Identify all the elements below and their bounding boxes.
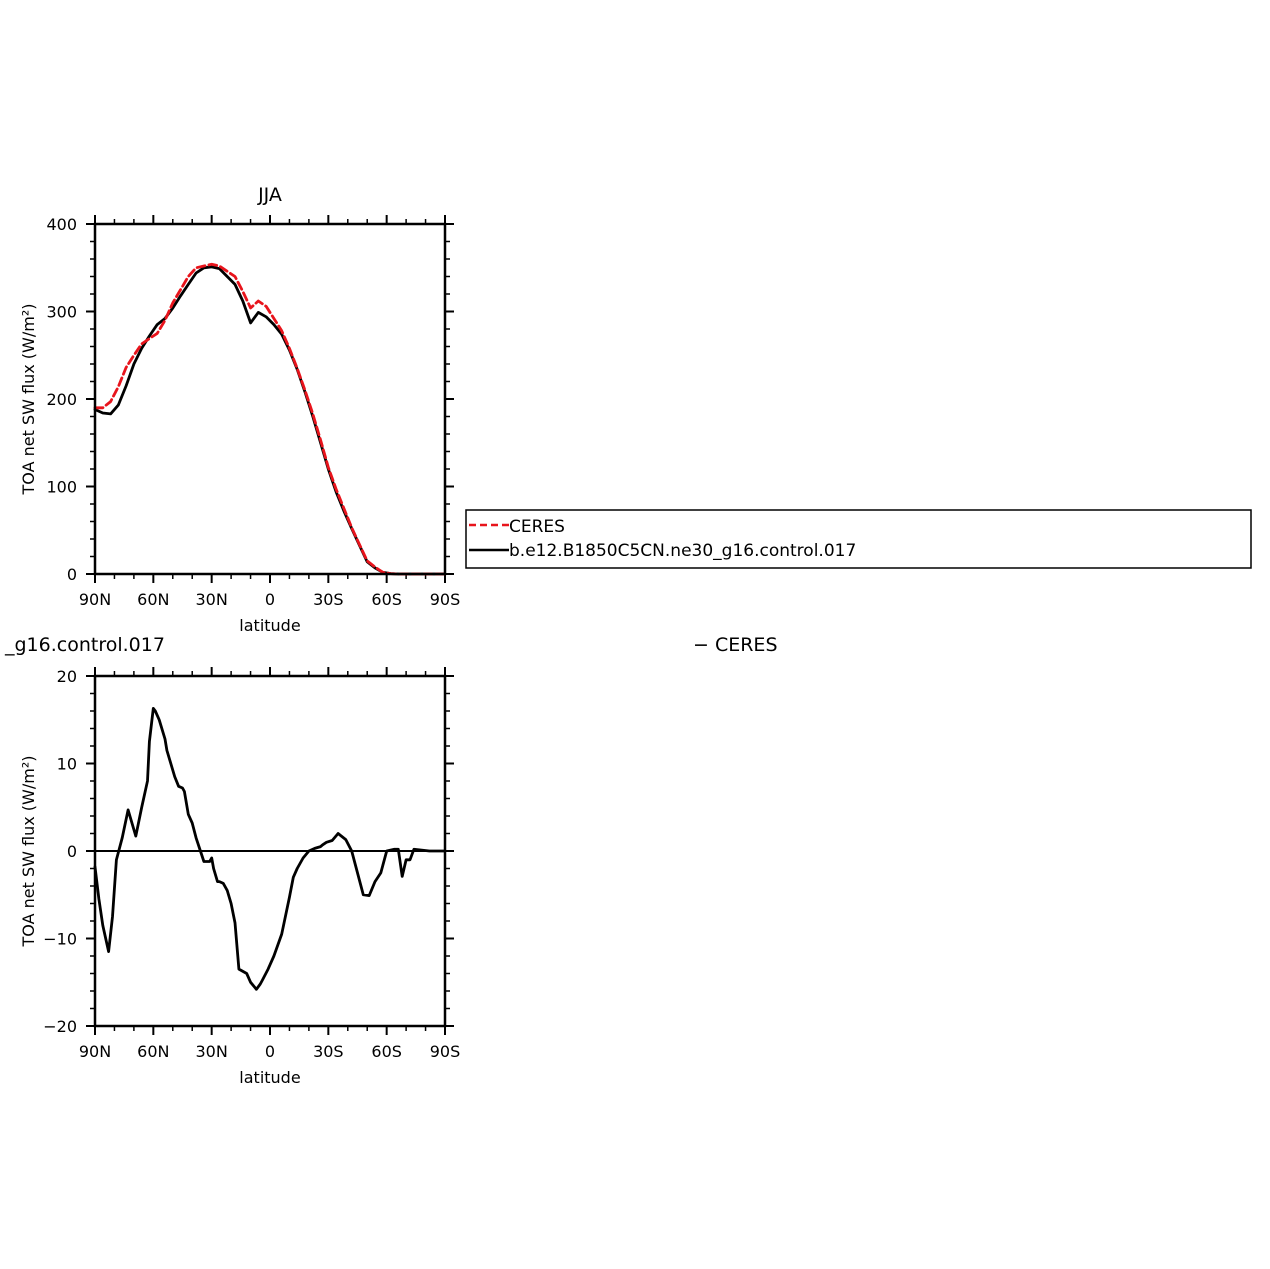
bottom-x-tick-label: 60N <box>137 1042 169 1061</box>
legend-box <box>465 509 1252 569</box>
bottom-x-tick-label: 0 <box>265 1042 275 1061</box>
bottom-chart-title-left: _g16.control.017 <box>4 634 165 656</box>
bottom-x-tick-label: 90S <box>430 1042 461 1061</box>
top-y-tick-label: 200 <box>46 390 77 409</box>
bottom-y-tick-label: 20 <box>57 667 77 686</box>
bottom-x-tick-label: 30S <box>313 1042 344 1061</box>
top-y-tick-label: 0 <box>67 565 77 584</box>
bottom-x-tick-label: 30N <box>196 1042 228 1061</box>
top-x-tick-label: 90N <box>79 590 111 609</box>
top-y-tick-label: 400 <box>46 215 77 234</box>
top-series-lines <box>93 262 447 576</box>
bottom-y-tick-label: −20 <box>43 1017 77 1036</box>
top-axis-ticks: 90N 60N 30N 0 30S 60S 90S 0 100 200 300 400 <box>46 215 460 609</box>
legend-model-label: b.e12.B1850C5CN.ne30_g16.control.017 <box>509 541 856 561</box>
legend-ceres-label: CERES <box>509 517 565 537</box>
top-x-tick-label: 90S <box>430 590 461 609</box>
top-x-axis-label: latitude <box>239 616 300 635</box>
bottom-y-tick-label: 0 <box>67 842 77 861</box>
bottom-series-lines <box>93 707 447 991</box>
top-x-tick-label: 60S <box>371 590 402 609</box>
bottom-chart-title-right: − CERES <box>693 634 778 656</box>
legend: CERES b.e12.B1850C5CN.ne30_g16.control.0… <box>465 509 1252 569</box>
top-y-tick-label: 100 <box>46 478 77 497</box>
top-x-tick-label: 60N <box>137 590 169 609</box>
ceres-series-line <box>93 262 447 576</box>
bottom-x-axis-label: latitude <box>239 1068 300 1087</box>
bottom-panel: _g16.control.017 − CERES TOA net SW flux… <box>4 634 778 1087</box>
difference-series-line <box>93 707 447 991</box>
bottom-axis-ticks: 90N 60N 30N 0 30S 60S 90S −20 −10 0 10 20 <box>43 667 460 1061</box>
top-x-tick-label: 30S <box>313 590 344 609</box>
bottom-x-tick-label: 90N <box>79 1042 111 1061</box>
top-y-tick-label: 300 <box>46 303 77 322</box>
bottom-y-tick-label: 10 <box>57 755 77 774</box>
top-plot-frame <box>93 222 447 576</box>
bottom-y-tick-label: −10 <box>43 930 77 949</box>
bottom-plot-frame <box>93 674 447 1028</box>
top-chart-title: JJA <box>257 184 282 206</box>
bottom-y-axis-label: TOA net SW flux (W/m²) <box>19 756 38 948</box>
bottom-x-tick-label: 60S <box>371 1042 402 1061</box>
top-y-axis-label: TOA net SW flux (W/m²) <box>19 304 38 496</box>
top-x-tick-label: 30N <box>196 590 228 609</box>
top-panel: JJA TOA net SW flux (W/m²) latitude 90N 6… <box>19 184 1252 635</box>
top-x-tick-label: 0 <box>265 590 275 609</box>
